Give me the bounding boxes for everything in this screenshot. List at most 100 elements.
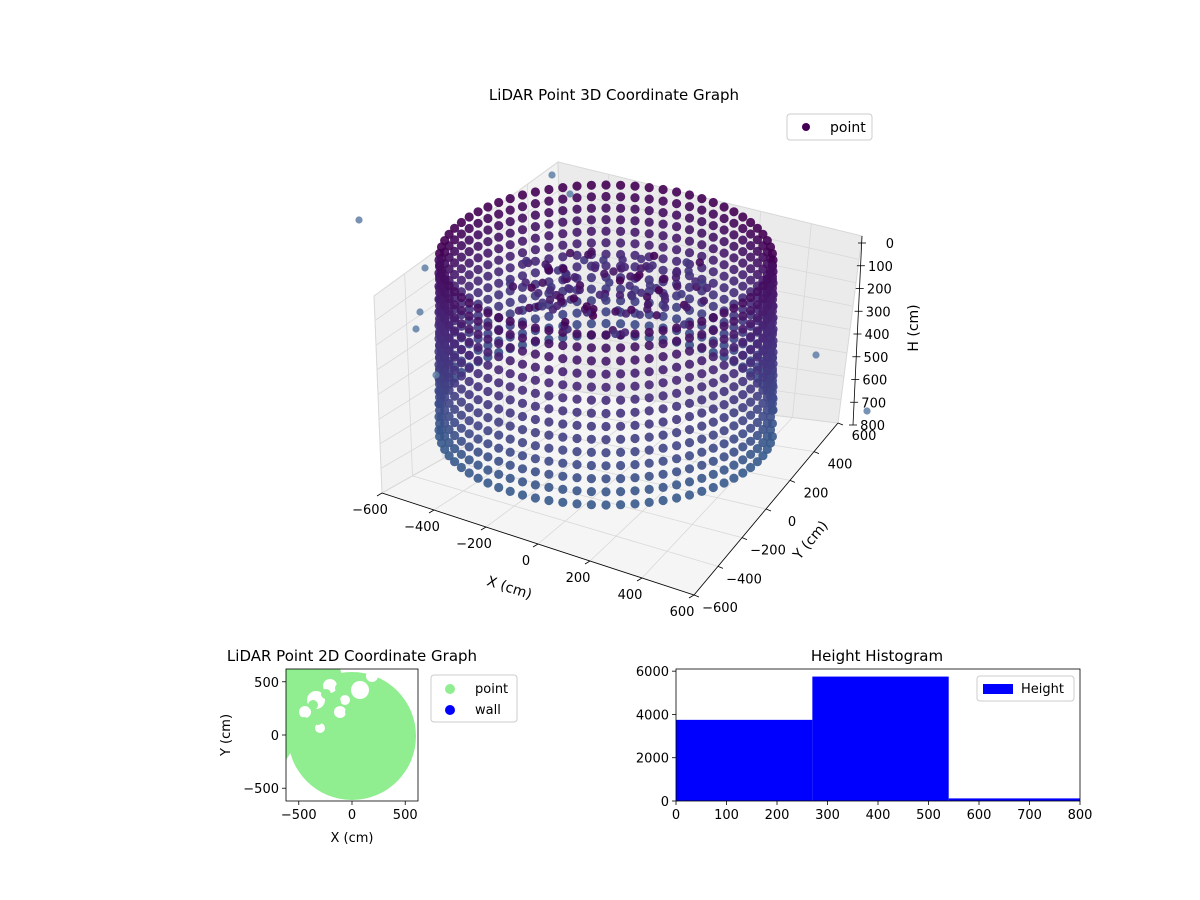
cloud-point (544, 482, 554, 492)
cloud-point (719, 360, 729, 370)
cloud-point (464, 376, 474, 387)
cloud-point (616, 238, 626, 248)
cloud-point (708, 290, 718, 300)
cloud-point (473, 447, 483, 457)
cloud-point (586, 215, 597, 225)
cloud-point (630, 239, 640, 249)
x-tick-label-hist: 200 (765, 808, 790, 823)
gap-marker (299, 706, 311, 718)
cloud-point (483, 360, 493, 370)
cloud-point (558, 340, 568, 351)
cloud-point (473, 382, 483, 392)
cloud-point (658, 325, 668, 336)
cloud-point (544, 378, 554, 388)
cloud-point (530, 362, 541, 372)
cloud-point (677, 289, 686, 299)
cloud-point (672, 375, 682, 385)
cloud-point (572, 216, 582, 226)
cloud-point (708, 365, 718, 375)
cloud-point (601, 318, 611, 329)
cloud-point (644, 183, 654, 193)
cloud-point (658, 242, 668, 252)
plot-area-2d (286, 669, 418, 801)
cloud-point (522, 256, 531, 266)
cloud-point (672, 187, 682, 197)
outlier-point (566, 190, 574, 198)
cloud-point (494, 197, 504, 208)
cloud-point (473, 276, 483, 286)
cloud-point (558, 393, 568, 403)
x-axis-label-3d: X (cm) (485, 573, 534, 603)
cloud-point (729, 316, 739, 326)
cloud-point (464, 390, 474, 400)
cloud-point (684, 385, 695, 395)
cloud-point (483, 334, 493, 344)
cloud-point (572, 239, 582, 249)
cloud-point (586, 273, 597, 283)
cloud-point (450, 365, 460, 375)
cloud-point (708, 255, 718, 265)
cloud-point (746, 217, 756, 228)
x-tick-label-hist: 400 (866, 808, 891, 823)
cloud-point (586, 434, 597, 444)
cloud-point (464, 247, 474, 257)
cloud-point (544, 231, 554, 241)
cloud-point (684, 190, 695, 200)
cloud-point (541, 260, 550, 269)
cloud-point (572, 262, 582, 272)
cloud-point (572, 308, 582, 318)
cloud-point (684, 464, 695, 474)
cloud-point (508, 282, 518, 291)
cloud-point (746, 292, 756, 303)
cloud-point (658, 430, 668, 440)
cloud-point (611, 307, 620, 316)
y-tick-label-3d: −200 (750, 544, 786, 559)
cloud-point (505, 240, 515, 250)
cloud-point (558, 484, 568, 494)
cloud-point (658, 352, 668, 362)
cloud-point (584, 250, 593, 259)
cloud-point (494, 469, 504, 479)
cloud-point (719, 294, 729, 304)
cloud-point (719, 248, 729, 258)
cloud-point (658, 482, 668, 492)
cloud-point (494, 312, 504, 323)
cloud-point (642, 262, 651, 271)
cloud-point (645, 281, 655, 290)
cloud-point (494, 443, 504, 453)
cloud-point (483, 271, 493, 281)
cloud-point (738, 281, 748, 291)
cloud-point (530, 268, 541, 278)
cloud-point (517, 411, 528, 422)
cloud-point (558, 380, 568, 390)
legend-marker-point-2d (445, 684, 455, 694)
cloud-point (586, 330, 597, 340)
cloud-point (586, 460, 597, 471)
cloud-point (637, 254, 646, 264)
histogram-bar (812, 676, 949, 801)
cloud-point (572, 499, 582, 509)
cloud-point (746, 436, 756, 446)
cloud-point (456, 241, 466, 251)
cloud-point (483, 321, 493, 331)
cloud-point (719, 321, 729, 331)
x-tick-3d (636, 577, 643, 582)
cloud-point (473, 408, 483, 418)
cloud-point (616, 434, 626, 444)
cloud-point (673, 282, 682, 291)
cloud-point (752, 339, 763, 349)
legend-label-wall-2d: wall (475, 703, 501, 718)
cloud-point (586, 203, 597, 213)
cloud-point (752, 365, 763, 375)
cloud-point (505, 460, 515, 470)
cloud-point (450, 430, 460, 441)
cloud-point (586, 487, 597, 497)
cloud-point (644, 497, 654, 507)
cloud-point (618, 255, 627, 264)
cloud-point (758, 424, 768, 435)
cloud-point (738, 298, 748, 308)
cloud-point (527, 283, 536, 292)
point-dot (331, 697, 341, 707)
cloud-point (672, 302, 682, 312)
cloud-point (586, 238, 597, 248)
